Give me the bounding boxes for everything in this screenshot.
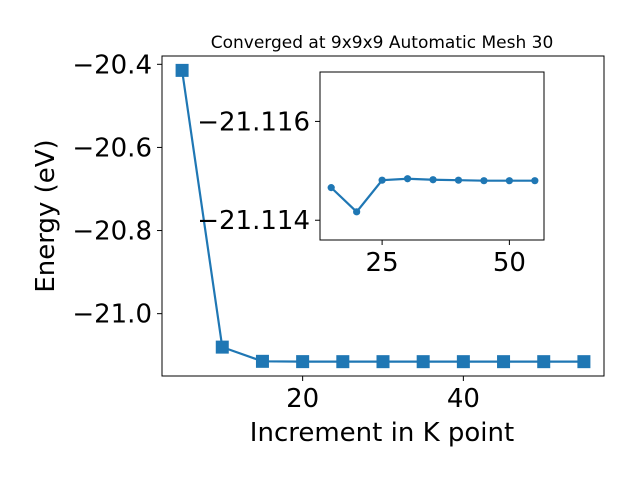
data-point xyxy=(454,176,463,184)
x-tick-label: 40 xyxy=(447,384,480,414)
y-tick-label: −20.8 xyxy=(72,217,152,247)
y-tick-label: −21.114 xyxy=(197,206,310,236)
data-point xyxy=(215,340,229,354)
data-point xyxy=(336,355,350,369)
data-point xyxy=(378,176,386,184)
data-point xyxy=(353,208,361,216)
data-point xyxy=(480,177,488,185)
inset-y-ticks: −21.116 −21.114 xyxy=(197,107,320,236)
main-plot-frame xyxy=(161,55,605,377)
data-point xyxy=(577,355,591,369)
data-point xyxy=(456,355,470,369)
data-point xyxy=(175,63,189,77)
data-point xyxy=(505,177,513,185)
y-tick-label: −20.4 xyxy=(72,50,152,80)
data-point xyxy=(255,354,269,368)
data-point xyxy=(416,355,430,369)
data-point xyxy=(531,177,539,185)
data-point xyxy=(376,355,390,369)
main-x-ticks: 20 40 xyxy=(286,376,480,414)
y-axis-label: Energy (eV) xyxy=(31,139,61,292)
x-tick-label: 25 xyxy=(366,248,399,278)
main-y-ticks: −20.4 −20.6 −20.8 −21.0 xyxy=(72,50,162,330)
inset-plot-background xyxy=(319,71,545,241)
data-point xyxy=(403,175,412,183)
main-marks xyxy=(175,63,591,369)
main-chart-title: Converged at 9x9x9 Automatic Mesh 30 xyxy=(211,33,554,53)
data-point xyxy=(429,176,437,184)
x-axis-label: Increment in K point xyxy=(250,418,514,448)
x-tick-label: 50 xyxy=(493,248,526,278)
data-point xyxy=(497,355,511,369)
data-point xyxy=(537,355,551,369)
y-tick-label: −21.0 xyxy=(72,300,152,330)
y-tick-label: −21.116 xyxy=(197,107,310,137)
x-tick-label: 20 xyxy=(286,384,319,414)
y-tick-label: −20.6 xyxy=(72,133,152,163)
data-point xyxy=(327,184,335,192)
data-point xyxy=(296,355,310,369)
inset-marks xyxy=(327,175,539,216)
inset-axes: 25 50 −21.116 −21.114 xyxy=(197,71,545,278)
inset-x-ticks: 25 50 xyxy=(366,240,526,278)
main-axes: Converged at 9x9x9 Automatic Mesh 30 20 4… xyxy=(31,33,605,448)
